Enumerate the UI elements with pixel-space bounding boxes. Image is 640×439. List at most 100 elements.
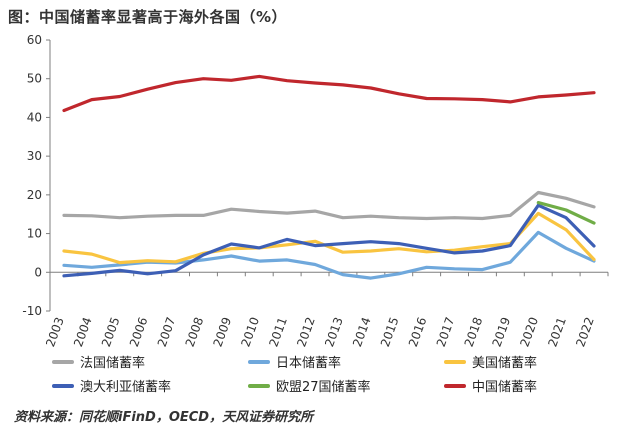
legend-swatch: [52, 383, 74, 388]
data-point: [369, 86, 372, 90]
legend-item: 日本储蓄率: [248, 352, 341, 371]
data-point: [397, 272, 400, 275]
data-point: [313, 81, 317, 85]
data-point: [202, 77, 205, 80]
data-point: [453, 267, 456, 270]
x-tick-label: 2004: [71, 315, 95, 348]
data-point: [369, 276, 372, 280]
data-point: [564, 93, 568, 97]
data-point: [509, 244, 512, 247]
data-point: [481, 245, 484, 248]
data-point: [397, 247, 400, 250]
source-note: 资料来源：同花顺iFinD，OECD，天风证券研究所: [14, 410, 314, 425]
x-tick-label: 2005: [99, 315, 123, 348]
data-point: [592, 221, 596, 225]
y-tick-label: 0: [34, 265, 42, 279]
data-point: [118, 269, 122, 272]
data-point: [537, 231, 540, 234]
x-tick-label: 2022: [573, 315, 597, 348]
x-tick-label: 2017: [434, 315, 458, 348]
data-point: [202, 214, 205, 217]
data-point: [118, 216, 122, 219]
data-point: [146, 272, 149, 275]
data-point: [258, 246, 261, 250]
x-tick-label: 2012: [294, 315, 318, 348]
data-point: [453, 97, 456, 101]
data-point: [425, 217, 428, 220]
x-tick-label: 2020: [517, 315, 541, 348]
data-point: [62, 109, 66, 112]
data-point: [62, 264, 66, 267]
data-point: [592, 91, 596, 94]
data-point: [285, 258, 289, 262]
data-point: [174, 260, 177, 263]
data-point: [509, 100, 512, 104]
x-tick-label: 2006: [127, 315, 151, 348]
data-point: [258, 210, 261, 213]
data-point: [481, 98, 484, 101]
data-point: [146, 215, 149, 218]
data-point: [537, 191, 540, 194]
data-point: [285, 211, 289, 215]
data-point: [564, 247, 568, 250]
x-tick-label: 2007: [155, 315, 179, 348]
x-tick-label: 2018: [462, 315, 486, 348]
data-point: [564, 228, 568, 231]
x-tick-label: 2021: [545, 315, 569, 348]
data-point: [313, 209, 317, 213]
data-point: [425, 266, 428, 269]
legend-label: 中国储蓄率: [472, 380, 538, 395]
data-point: [202, 253, 205, 257]
legend-item: 中国储蓄率: [444, 376, 537, 395]
data-point: [285, 243, 289, 246]
data-point: [564, 197, 568, 200]
data-point: [453, 251, 456, 255]
data-point: [285, 238, 289, 241]
data-point: [285, 79, 289, 82]
data-point: [537, 212, 540, 215]
data-point: [174, 214, 177, 217]
data-point: [90, 272, 94, 275]
chart-axes: -10 0 10 20 30 40 50 60 2003 2004 2005 2006 2007 2008…: [22, 33, 609, 349]
legend-swatch: [248, 383, 270, 388]
x-tick-label: 2003: [43, 315, 67, 348]
legend-label: 法国储蓄率: [80, 356, 146, 371]
data-point: [481, 249, 484, 253]
series-line-4: [62, 203, 596, 278]
data-point: [62, 249, 66, 253]
data-point: [230, 208, 233, 211]
data-point: [202, 258, 205, 262]
data-point: [230, 79, 233, 82]
data-point: [369, 215, 372, 218]
data-point: [537, 204, 540, 207]
series-layer: [62, 74, 596, 280]
data-point: [118, 261, 122, 264]
data-point: [481, 268, 484, 271]
line-chart: -10 0 10 20 30 40 50 60 2003 2004 2005 2006 2007 2008…: [22, 33, 609, 349]
data-point: [174, 81, 177, 84]
x-tick-label: 2014: [350, 315, 374, 348]
data-point: [509, 214, 512, 217]
x-tick-label: 2008: [183, 315, 207, 348]
data-point: [174, 269, 177, 272]
data-point: [341, 83, 345, 87]
data-point: [62, 274, 66, 277]
data-point: [313, 240, 317, 243]
legend-swatch: [248, 359, 270, 364]
data-point: [397, 242, 400, 245]
y-tick-label: 60: [27, 33, 42, 47]
data-point: [62, 214, 66, 217]
legend-item: 美国储蓄率: [444, 352, 537, 371]
x-tick-label: 2015: [378, 315, 402, 348]
data-point: [592, 205, 596, 209]
series-line-3: [62, 211, 596, 265]
y-tick-label: 40: [27, 110, 42, 124]
legend-item: 法国储蓄率: [52, 352, 145, 371]
x-tick-label: 2011: [266, 315, 290, 348]
data-point: [230, 247, 233, 250]
x-tick-label: 2019: [490, 315, 514, 348]
legend-swatch: [52, 359, 74, 364]
data-point: [564, 216, 568, 219]
data-point: [537, 95, 540, 99]
data-point: [90, 266, 94, 269]
